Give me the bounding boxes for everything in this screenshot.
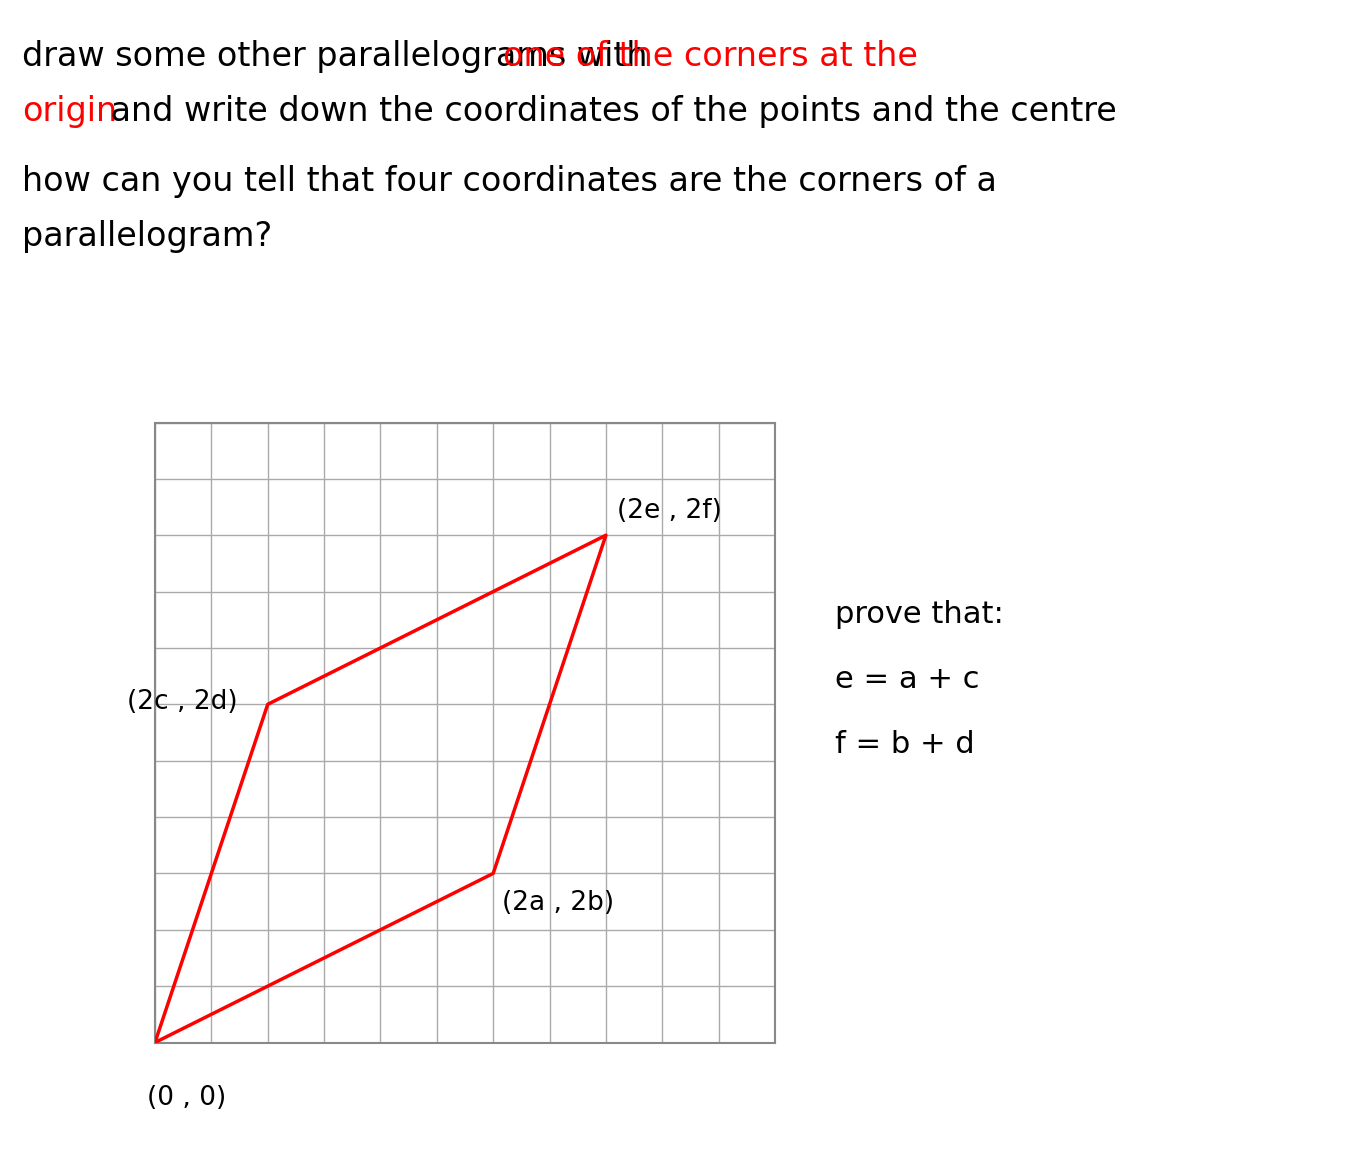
Text: e = a + c: e = a + c: [834, 665, 979, 694]
Text: (2e , 2f): (2e , 2f): [617, 498, 722, 524]
Text: draw some other parallelograms with: draw some other parallelograms with: [22, 40, 658, 73]
Text: (0 , 0): (0 , 0): [146, 1085, 226, 1110]
Text: (2a , 2b): (2a , 2b): [502, 890, 614, 916]
Text: prove that:: prove that:: [834, 600, 1004, 629]
Text: and write down the coordinates of the points and the centre: and write down the coordinates of the po…: [100, 95, 1116, 128]
Text: how can you tell that four coordinates are the corners of a: how can you tell that four coordinates a…: [22, 165, 997, 198]
Text: f = b + d: f = b + d: [834, 730, 974, 759]
Text: one of the corners at the: one of the corners at the: [503, 40, 918, 73]
Text: (2c , 2d): (2c , 2d): [127, 688, 238, 715]
Text: origin: origin: [22, 95, 118, 128]
Text: parallelogram?: parallelogram?: [22, 220, 272, 253]
